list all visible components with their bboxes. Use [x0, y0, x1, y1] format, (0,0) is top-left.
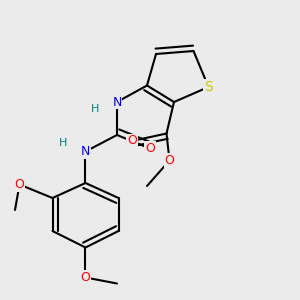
Text: O: O	[165, 154, 174, 167]
Text: S: S	[204, 80, 213, 94]
Text: O: O	[145, 142, 155, 155]
Text: H: H	[59, 137, 67, 148]
Text: O: O	[15, 178, 24, 191]
Text: N: N	[112, 95, 122, 109]
Text: O: O	[81, 271, 90, 284]
Text: O: O	[127, 134, 137, 148]
Text: N: N	[81, 145, 90, 158]
Text: H: H	[91, 104, 100, 115]
